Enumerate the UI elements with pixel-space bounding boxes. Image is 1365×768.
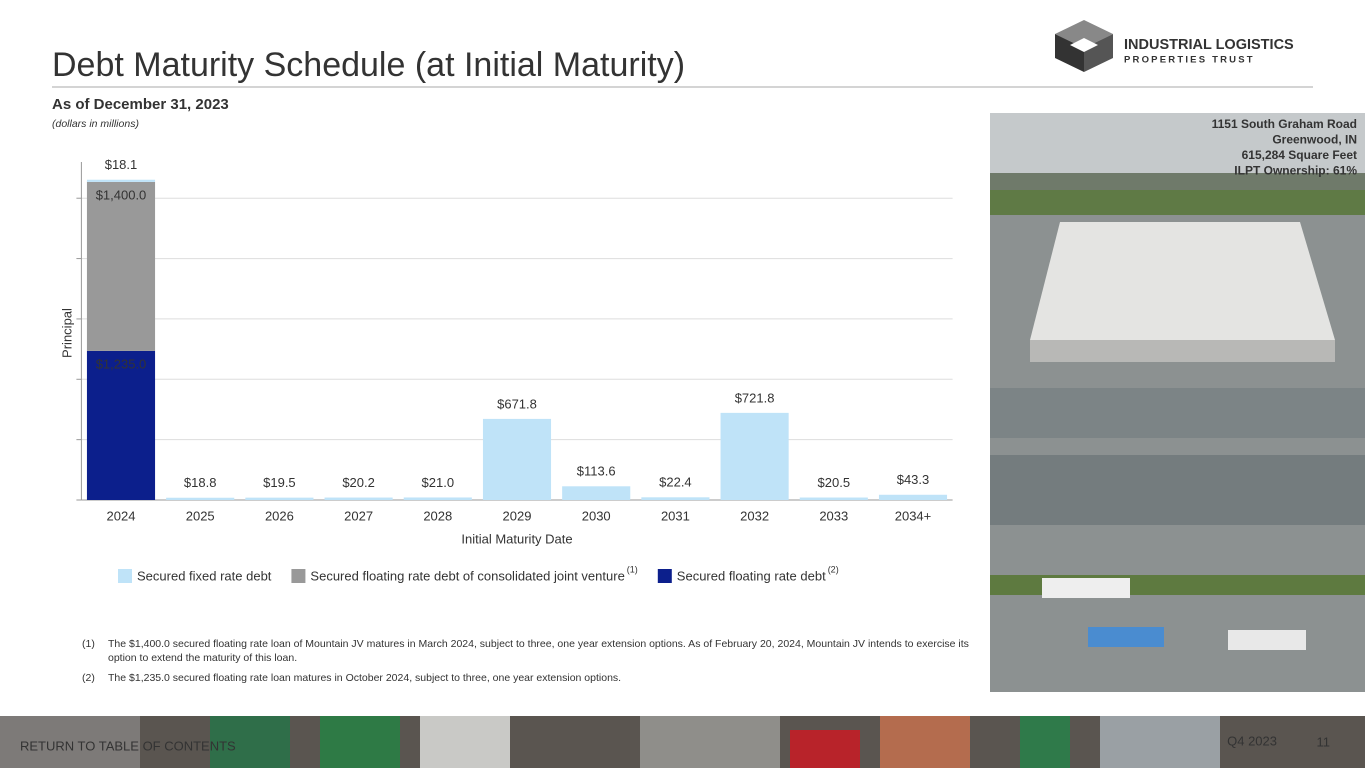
bar-segment	[245, 497, 314, 500]
bar-segment	[720, 412, 789, 500]
caption-line: ILPT Ownership: 61%	[1234, 164, 1357, 178]
value-label: $20.2	[342, 475, 375, 490]
x-tick-label: 2032	[740, 508, 769, 523]
legend-swatch	[118, 569, 132, 583]
footnote: (2) The $1,235.0 secured floating rate lo…	[82, 671, 972, 685]
bar-segment	[86, 181, 156, 351]
subtitle: As of December 31, 2023	[52, 96, 229, 113]
bar-segment	[562, 486, 631, 500]
title: Debt Maturity Schedule (at Initial Matur…	[52, 46, 685, 84]
logo	[1055, 20, 1113, 72]
x-tick-label: 2028	[423, 508, 452, 523]
caption-line: 615,284 Square Feet	[1242, 148, 1357, 162]
bar-segment	[799, 497, 868, 500]
footnote-text: The $1,235.0 secured floating rate loan …	[108, 672, 622, 684]
x-tick-label: 2026	[265, 508, 294, 523]
bar-segment	[878, 494, 948, 500]
footnote-marker: (1)	[82, 638, 95, 650]
value-label: $19.5	[263, 475, 296, 490]
value-label: $721.8	[735, 390, 775, 405]
photo	[990, 113, 1365, 692]
logo-name: INDUSTRIAL LOGISTICS	[1124, 37, 1294, 53]
bar-segment	[166, 497, 235, 500]
legend-note: (2)	[828, 564, 839, 574]
footer-band	[0, 716, 1365, 768]
photo-caption: 1151 South Graham Road Greenwood, IN615,2…	[1212, 117, 1358, 178]
legend-swatch	[657, 569, 672, 583]
bar-segment	[482, 418, 552, 500]
footnote-marker: (2)	[82, 672, 95, 684]
value-label: $671.8	[497, 396, 537, 411]
units: (dollars in millions)	[52, 118, 139, 130]
page-number: 11	[1317, 734, 1331, 749]
bar-segment	[641, 497, 710, 500]
value-label: $113.6	[577, 464, 616, 479]
x-tick-label: 2027	[344, 508, 373, 523]
x-tick-label: 2031	[661, 508, 690, 523]
bar-segment	[86, 350, 156, 500]
caption-line: 1151 South Graham Road	[1212, 117, 1357, 131]
legend-label: Secured floating rate debt	[677, 568, 826, 583]
toc-link[interactable]: RETURN TO TABLE OF CONTENTS	[20, 738, 236, 753]
value-label: $18.1	[105, 157, 138, 172]
value-label: $21.0	[422, 475, 455, 490]
value-label: $43.3	[897, 472, 930, 487]
x-tick-label: 2034+	[895, 508, 932, 523]
footer-period: Q4 2023	[1227, 733, 1277, 748]
legend-label: Secured fixed rate debt	[137, 568, 272, 583]
value-label: $22.4	[659, 475, 692, 490]
logo-tagline: PROPERTIES TRUST	[1124, 55, 1255, 66]
caption-line: Greenwood, IN	[1272, 133, 1357, 147]
x-tick-label: 2024	[107, 508, 136, 523]
y-axis-label: Principal	[59, 308, 74, 358]
bar-segment	[324, 497, 393, 500]
legend-label: Secured floating rate debt of consolidat…	[310, 568, 624, 583]
footnote: (1) The $1,400.0 secured floating rate lo…	[82, 637, 972, 665]
bar-segment	[403, 497, 472, 500]
x-tick-label: 2025	[186, 508, 215, 523]
value-label: $1,400.0	[96, 187, 147, 202]
legend-note: (1)	[627, 564, 638, 574]
footnote-text: The $1,400.0 secured floating rate loan …	[108, 638, 969, 664]
value-label: $18.8	[184, 475, 217, 490]
x-axis-label: Initial Maturity Date	[461, 531, 572, 546]
x-tick-label: 2030	[582, 508, 611, 523]
x-tick-label: 2029	[503, 508, 532, 523]
bar-segment	[86, 179, 156, 182]
legend-swatch	[291, 569, 306, 583]
value-label: $20.5	[818, 475, 851, 490]
value-label: $1,235.0	[96, 356, 147, 371]
x-tick-label: 2033	[819, 508, 848, 523]
